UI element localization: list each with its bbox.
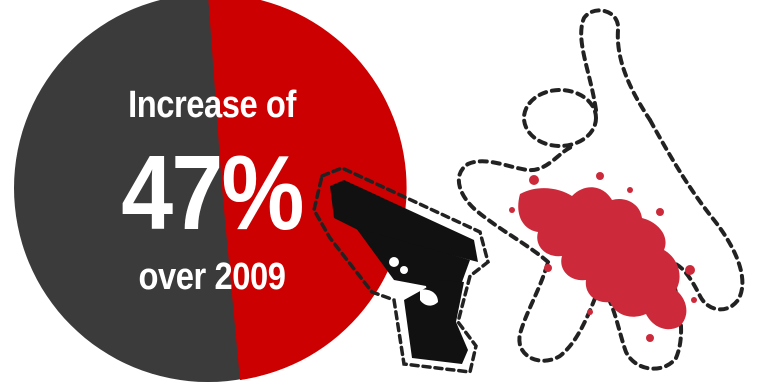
pie-circle — [14, 0, 407, 382]
handgun-icon — [312, 166, 490, 374]
percent-value: 47% — [121, 134, 304, 252]
period-label: over 2009 — [138, 256, 286, 298]
blood-splatter-icon — [509, 172, 697, 342]
increase-label: Increase of — [128, 84, 296, 126]
